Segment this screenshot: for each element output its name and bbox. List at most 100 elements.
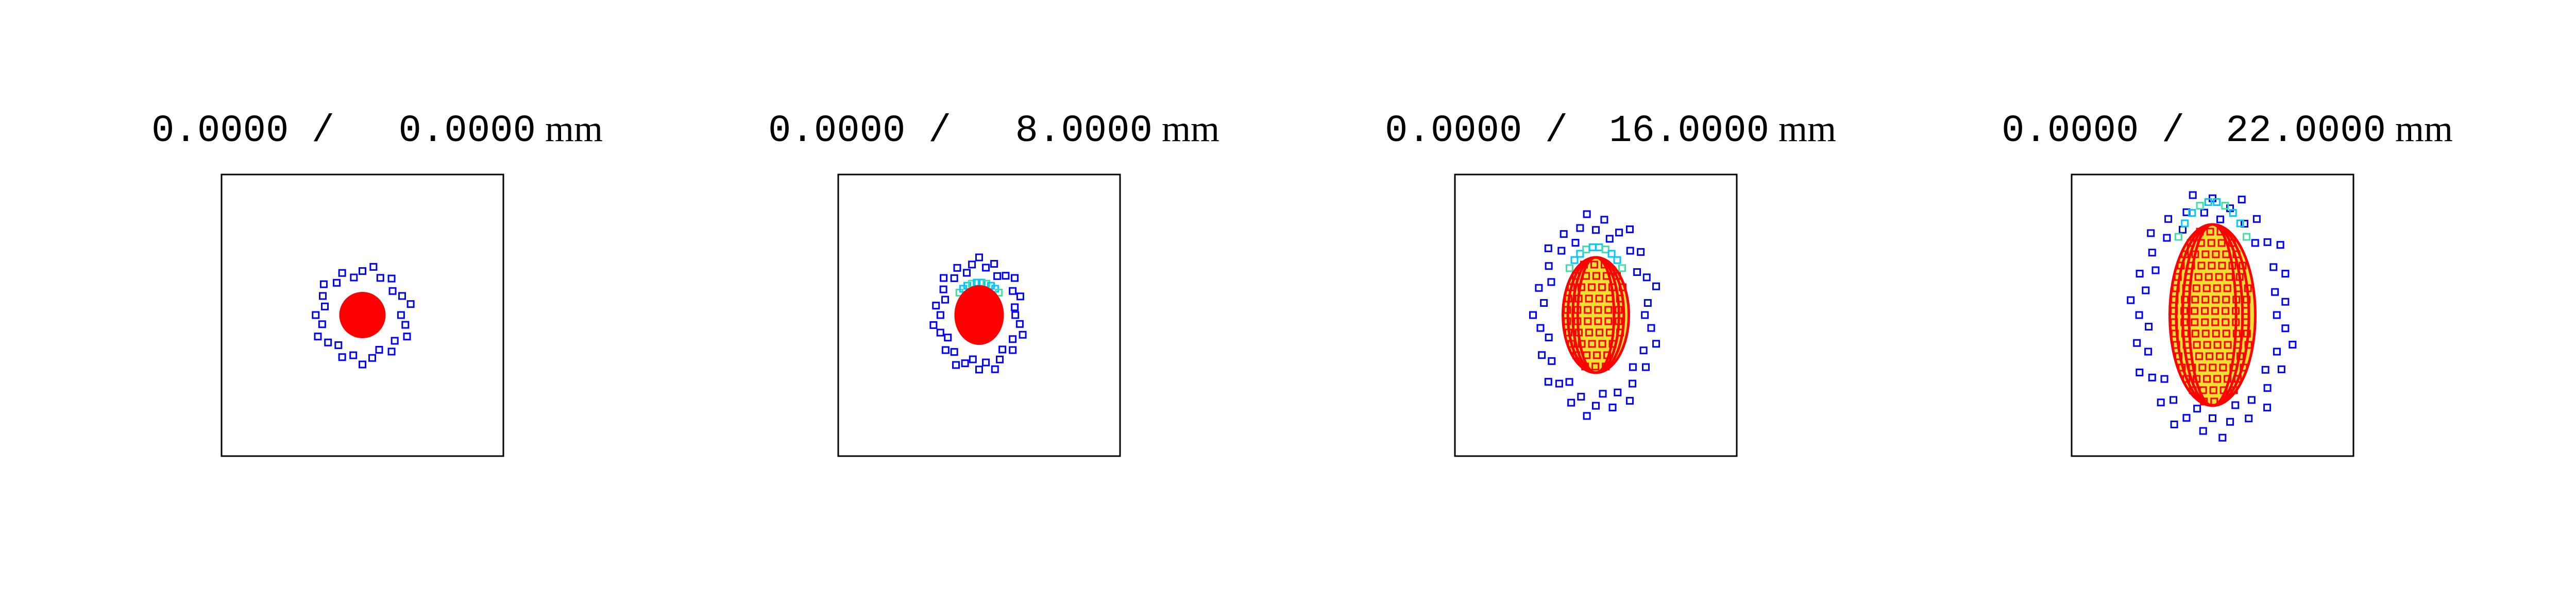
ray-point xyxy=(1584,306,1592,314)
ray-point xyxy=(950,348,958,356)
ray-point xyxy=(2222,318,2230,326)
ray-point xyxy=(2179,225,2187,234)
ray-point xyxy=(2201,307,2209,315)
spot-core xyxy=(339,292,386,338)
ray-point xyxy=(1565,378,1573,386)
ray-point xyxy=(2127,296,2135,304)
ray-point xyxy=(2206,352,2214,360)
ray-point xyxy=(941,295,950,304)
ray-point xyxy=(398,292,406,300)
ray-point xyxy=(2188,209,2196,217)
ray-point xyxy=(2192,284,2200,292)
ray-point xyxy=(2226,417,2234,426)
ray-point xyxy=(1540,299,1548,307)
ray-point xyxy=(1592,272,1600,280)
ray-point xyxy=(2160,375,2168,383)
ray-point xyxy=(1555,379,1563,388)
ray-point xyxy=(1633,268,1641,276)
ray-point xyxy=(319,280,328,288)
ray-point xyxy=(1598,283,1606,291)
ray-point xyxy=(2205,273,2213,281)
ray-point xyxy=(2277,365,2285,373)
field-label: 0.0000 / xyxy=(151,110,335,153)
ray-point xyxy=(1567,398,1575,407)
ray-point xyxy=(2191,307,2199,315)
ray-point xyxy=(1585,328,1594,337)
position-label: 8.0000 xyxy=(1015,110,1153,153)
ray-point xyxy=(2208,262,2216,270)
ray-point xyxy=(990,260,998,268)
ray-point xyxy=(2281,270,2290,278)
ray-point xyxy=(2174,233,2182,241)
ray-point xyxy=(1592,402,1600,410)
ray-point xyxy=(1594,306,1602,314)
ray-point xyxy=(406,300,415,308)
ray-point xyxy=(2229,209,2237,217)
ray-point xyxy=(1598,340,1606,348)
unit-label: mm xyxy=(1162,108,1220,149)
ray-point xyxy=(2144,347,2153,356)
ray-point xyxy=(2215,273,2223,281)
ray-point xyxy=(2196,202,2204,210)
panel-title: 0.0000 / 8.0000 mm xyxy=(768,103,1219,154)
ray-point xyxy=(1637,248,1645,256)
ray-point xyxy=(1641,311,1649,319)
ray-point xyxy=(2151,266,2160,274)
panel-title: 0.0000 / 22.0000 mm xyxy=(2002,103,2453,154)
ray-point xyxy=(982,264,990,272)
ray-point xyxy=(2191,295,2199,304)
ray-point xyxy=(2191,318,2199,326)
ray-point xyxy=(1604,306,1613,314)
ray-point xyxy=(2203,375,2211,383)
ray-point xyxy=(2157,398,2165,407)
ray-point xyxy=(2206,228,2214,236)
ray-point xyxy=(1652,340,1660,348)
ray-point xyxy=(982,358,990,367)
ray-point xyxy=(318,320,326,328)
field-label: 0.0000 / xyxy=(1385,110,1568,153)
ray-point xyxy=(2191,329,2199,338)
ray-point xyxy=(1594,317,1602,325)
ray-point xyxy=(320,302,329,310)
ray-point xyxy=(2209,414,2216,422)
ray-point xyxy=(2135,311,2143,319)
ray-point xyxy=(2243,295,2251,304)
ray-point xyxy=(2199,427,2207,435)
ray-point xyxy=(2209,386,2217,394)
ray-point xyxy=(1590,260,1599,269)
ray-point xyxy=(991,365,999,373)
position-label: 0.0000 xyxy=(398,110,536,153)
ray-point xyxy=(2201,329,2210,338)
ray-point xyxy=(376,274,384,282)
ray-point xyxy=(1592,226,1600,234)
panel-title: 0.0000 / 0.0000 mm xyxy=(151,103,603,154)
ray-point xyxy=(1583,210,1591,218)
ray-point xyxy=(2223,284,2231,292)
ray-point xyxy=(349,351,358,359)
ray-point xyxy=(1615,229,1623,237)
ray-point xyxy=(1643,299,1652,307)
ray-point xyxy=(2194,273,2202,281)
ray-point xyxy=(2204,198,2212,206)
ray-point xyxy=(403,333,411,341)
ray-point xyxy=(1647,324,1655,332)
ray-point xyxy=(1641,363,1650,371)
ray-point xyxy=(2202,284,2211,292)
ray-point xyxy=(944,334,952,342)
ray-point xyxy=(1587,283,1596,291)
field-label: 0.0000 / xyxy=(2002,110,2185,153)
ray-point xyxy=(2281,298,2290,306)
ray-point xyxy=(2180,318,2189,326)
ray-point xyxy=(2238,196,2246,204)
ray-point xyxy=(975,365,983,374)
ray-point xyxy=(1625,397,1634,405)
ray-point xyxy=(2209,363,2217,372)
ray-point xyxy=(1618,264,1626,272)
ray-point xyxy=(312,311,320,319)
ray-point xyxy=(2271,288,2279,296)
ray-point xyxy=(2236,219,2244,228)
ray-point xyxy=(2273,347,2281,356)
ray-point xyxy=(1011,303,1019,311)
ray-point xyxy=(1557,247,1566,255)
ray-point xyxy=(998,345,1007,354)
